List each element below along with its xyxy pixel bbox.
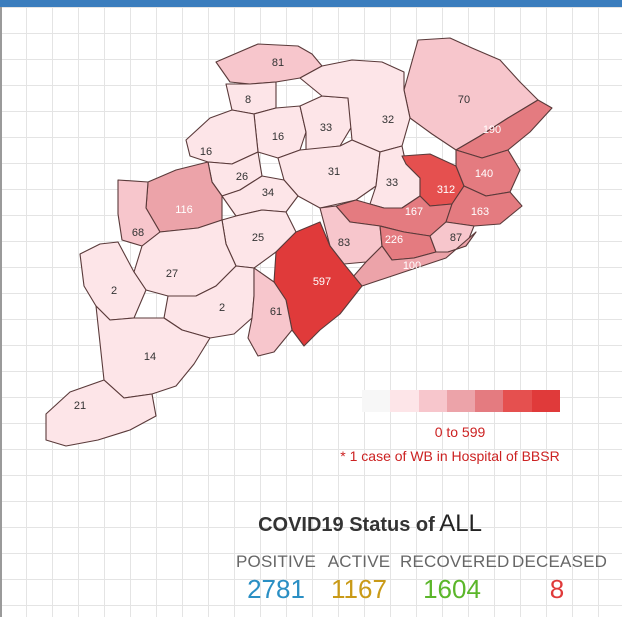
district-d2a[interactable] bbox=[79, 241, 147, 321]
district-label-d27: 27 bbox=[166, 268, 178, 280]
district-label-d163: 163 bbox=[471, 206, 489, 218]
legend-range: 0 to 599 bbox=[434, 424, 486, 440]
legend-swatch-1 bbox=[362, 390, 391, 412]
stat-recovered: RECOVERED 1604 bbox=[400, 552, 510, 605]
stat-positive: POSITIVE 2781 bbox=[236, 552, 316, 605]
stat-active: ACTIVE 1167 bbox=[326, 552, 392, 605]
district-d16b[interactable] bbox=[185, 109, 259, 165]
legend-swatch-6 bbox=[503, 390, 532, 412]
active-value: 1167 bbox=[331, 574, 387, 604]
positive-value: 2781 bbox=[247, 574, 305, 604]
deceased-label: DECEASED bbox=[512, 552, 608, 571]
stat-deceased: DECEASED 8 bbox=[512, 552, 608, 605]
district-label-d14: 14 bbox=[144, 351, 156, 363]
district-label-d33a: 33 bbox=[320, 122, 332, 134]
district-label-d61: 61 bbox=[270, 306, 282, 318]
district-label-d21: 21 bbox=[74, 400, 86, 412]
district-d16a[interactable] bbox=[253, 105, 307, 159]
district-label-d116: 116 bbox=[175, 204, 193, 216]
district-label-d16b: 16 bbox=[200, 146, 212, 158]
legend-swatch-7 bbox=[531, 390, 560, 412]
district-map: 81 70 8 16 33 32 190 16 26 31 33 312 140 34 116 167 163 6… bbox=[45, 37, 553, 447]
top-accent-bar bbox=[0, 0, 622, 7]
district-label-d33b: 33 bbox=[386, 177, 398, 189]
district-label-d81: 81 bbox=[272, 57, 284, 69]
status-heading: COVID19 Status of ALL bbox=[0, 510, 622, 538]
district-label-d226: 226 bbox=[385, 234, 403, 246]
district-label-d2a: 2 bbox=[111, 285, 117, 297]
legend-swatch-5 bbox=[475, 390, 504, 412]
status-title: COVID19 Status of bbox=[258, 514, 435, 536]
district-label-d16a: 16 bbox=[272, 131, 284, 143]
district-d116[interactable] bbox=[145, 161, 223, 233]
left-border bbox=[0, 7, 2, 617]
deceased-value: 8 bbox=[549, 574, 565, 604]
district-label-d34: 34 bbox=[262, 187, 274, 199]
district-d27[interactable] bbox=[133, 219, 237, 297]
district-label-d26: 26 bbox=[236, 171, 248, 183]
district-d61[interactable] bbox=[247, 267, 293, 357]
district-label-d100: 100 bbox=[403, 260, 421, 272]
legend-note: * 1 case of WB in Hospital of BBSR bbox=[340, 448, 560, 464]
district-label-d190: 190 bbox=[483, 124, 501, 136]
color-legend bbox=[362, 390, 560, 412]
active-label: ACTIVE bbox=[327, 552, 391, 571]
legend-swatch-4 bbox=[446, 390, 476, 412]
district-label-d140: 140 bbox=[475, 168, 493, 180]
district-label-d83: 83 bbox=[338, 237, 350, 249]
district-label-d68: 68 bbox=[132, 227, 144, 239]
recovered-value: 1604 bbox=[423, 574, 481, 604]
district-label-d32: 32 bbox=[382, 114, 394, 126]
district-label-d2b: 2 bbox=[219, 302, 225, 314]
district-label-d31: 31 bbox=[328, 166, 340, 178]
recovered-label: RECOVERED bbox=[400, 552, 510, 571]
legend-swatch-3 bbox=[418, 390, 447, 412]
district-label-d597: 597 bbox=[313, 276, 331, 288]
district-d21[interactable] bbox=[45, 379, 157, 447]
district-label-d312: 312 bbox=[437, 184, 455, 196]
district-label-d87: 87 bbox=[450, 232, 462, 244]
legend-swatch-2 bbox=[390, 390, 419, 412]
district-label-d8: 8 bbox=[245, 94, 251, 106]
status-state: ALL bbox=[439, 510, 482, 537]
positive-label: POSITIVE bbox=[236, 552, 317, 571]
district-label-d25: 25 bbox=[252, 232, 264, 244]
district-label-d167: 167 bbox=[405, 206, 423, 218]
district-label-d70: 70 bbox=[458, 94, 470, 106]
